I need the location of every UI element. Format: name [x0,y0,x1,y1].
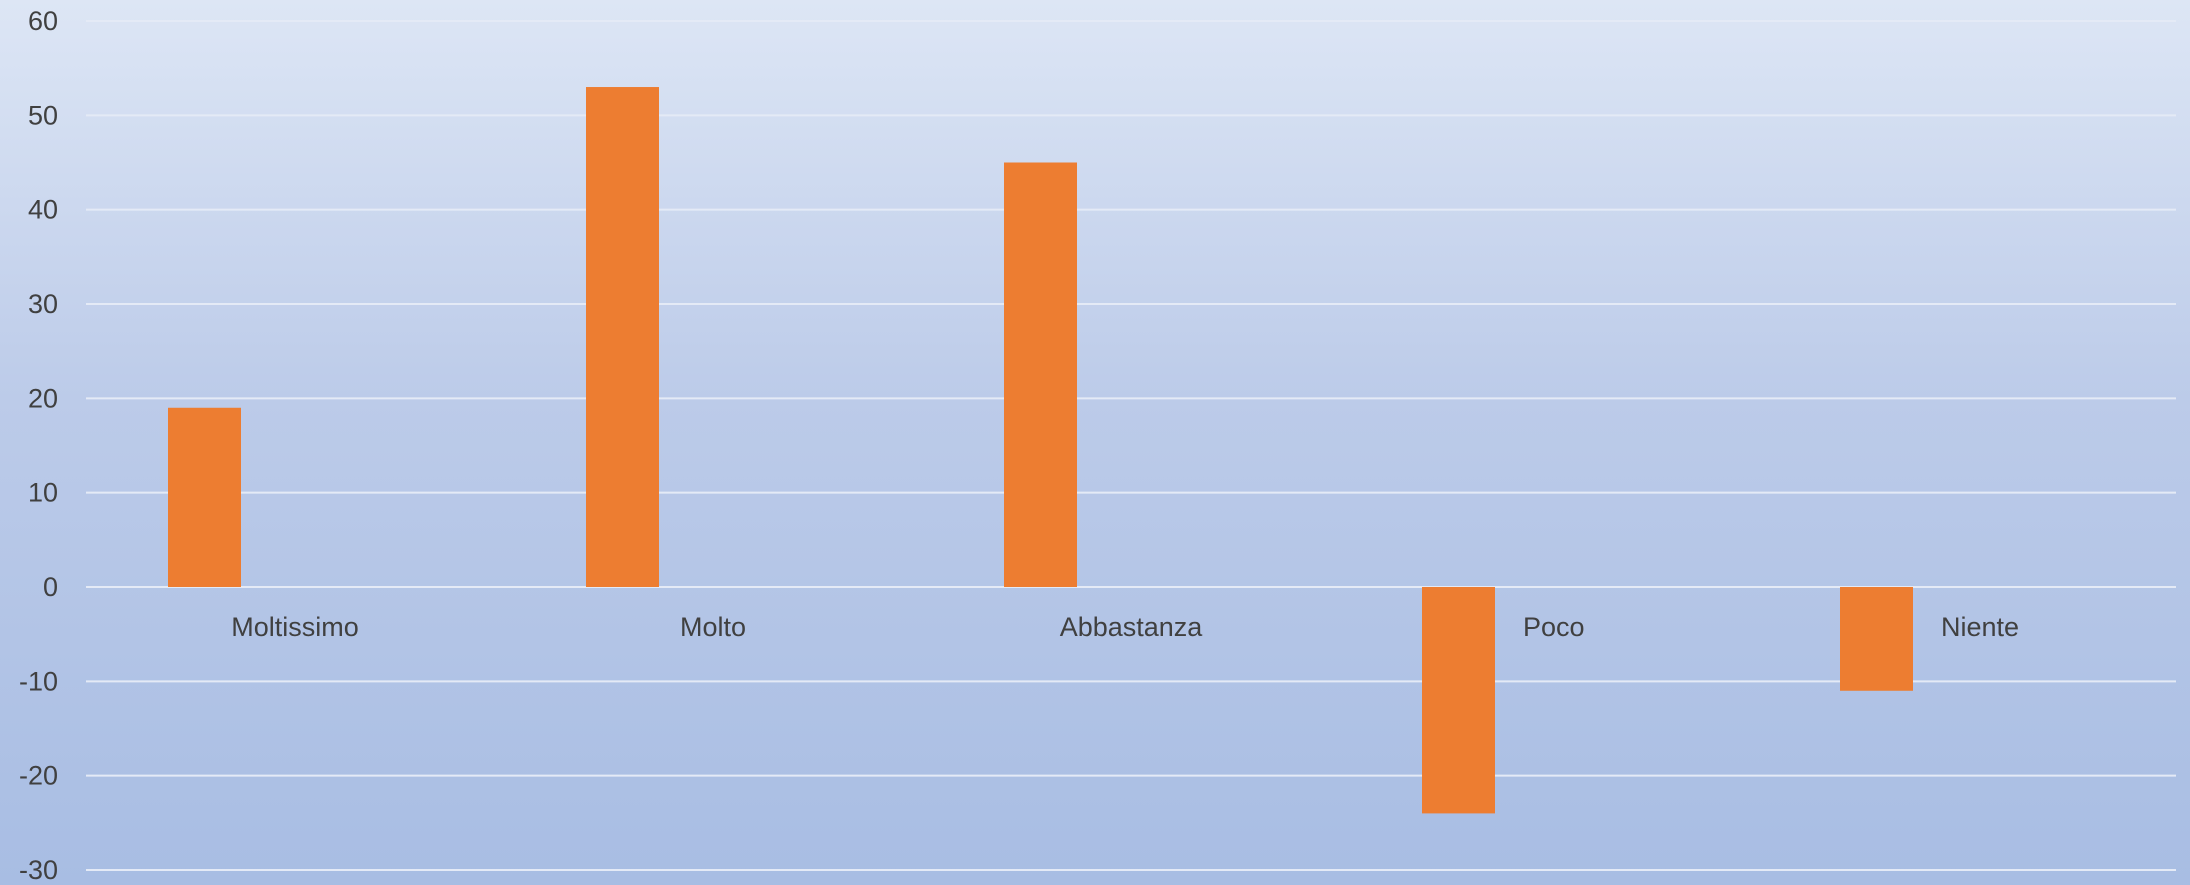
y-tick-label: 50 [28,100,58,130]
bars [168,87,1913,814]
y-axis-tick-labels: 60 50 40 30 20 10 0 -10 -20 -30 [19,6,58,885]
bar-moltissimo [168,407,241,587]
y-tick-label: 40 [28,195,58,225]
y-tick-label: 10 [28,478,58,508]
y-tick-label: -30 [19,855,58,885]
bar-niente [1840,587,1913,691]
category-label-molto: Molto [680,612,746,642]
bar-abbastanza [1004,162,1077,587]
y-tick-label: 20 [28,383,58,413]
category-label-poco: Poco [1523,612,1585,642]
gridlines [86,20,2176,871]
bar-poco [1422,587,1495,814]
category-label-moltissimo: Moltissimo [231,612,359,642]
y-tick-label: 0 [43,572,58,602]
y-tick-label: 60 [28,6,58,36]
y-tick-label: -10 [19,666,58,696]
category-label-abbastanza: Abbastanza [1060,612,1204,642]
category-labels: Moltissimo Molto Abbastanza Poco Niente [231,612,2019,642]
y-tick-label: 30 [28,289,58,319]
y-tick-label: -20 [19,761,58,791]
category-label-niente: Niente [1941,612,2019,642]
bar-molto [586,87,659,588]
